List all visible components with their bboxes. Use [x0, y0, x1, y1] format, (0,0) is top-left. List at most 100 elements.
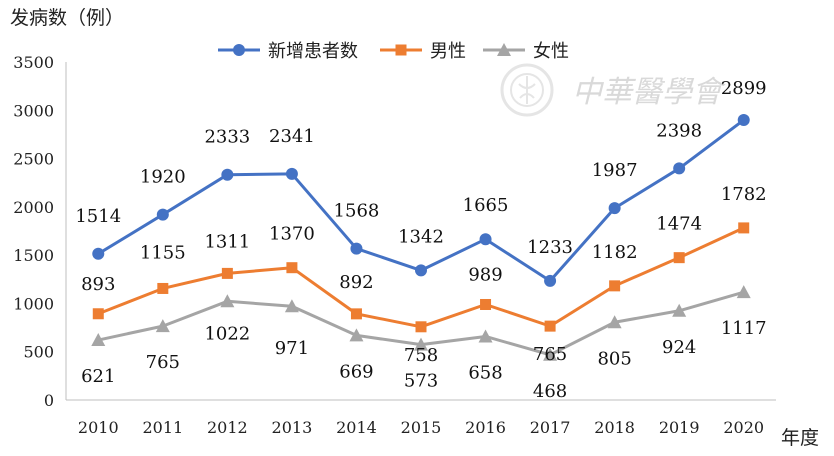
data-point — [92, 247, 105, 260]
data-label: 2899 — [721, 78, 767, 99]
data-label: 1782 — [721, 184, 767, 205]
data-label: 765 — [146, 352, 180, 373]
data-point — [544, 274, 557, 287]
data-label: 1342 — [398, 226, 444, 247]
data-label: 573 — [404, 371, 438, 392]
x-axis-title: 年度 — [781, 427, 819, 449]
data-point — [155, 319, 170, 333]
y-tick-label: 3500 — [13, 53, 54, 72]
data-label: 1370 — [269, 224, 315, 245]
y-tick-label: 500 — [23, 343, 54, 362]
data-point — [284, 299, 299, 313]
series — [91, 114, 751, 361]
data-point — [221, 267, 233, 279]
legend-label: 新增患者数 — [268, 41, 358, 62]
legend-marker — [395, 44, 407, 56]
data-label: 1987 — [592, 160, 638, 181]
data-label: 1022 — [204, 323, 250, 344]
data-label: 805 — [597, 348, 631, 369]
x-tick-label: 2014 — [336, 418, 377, 437]
data-label: 1920 — [140, 167, 186, 188]
data-label: 1665 — [463, 195, 509, 216]
data-label: 892 — [339, 272, 373, 293]
x-tick-label: 2010 — [78, 418, 119, 437]
data-label: 989 — [468, 264, 502, 285]
data-point — [349, 328, 364, 342]
legend-marker — [233, 44, 245, 56]
data-point — [156, 208, 169, 221]
data-label: 621 — [81, 366, 115, 387]
data-point — [415, 321, 427, 333]
y-axis-title: 发病数（例） — [10, 7, 124, 29]
data-point — [350, 242, 363, 255]
y-tick-label: 0 — [44, 391, 54, 410]
x-tick-label: 2019 — [659, 418, 700, 437]
data-point — [607, 315, 622, 329]
legend: 新增患者数 男性 女性 — [218, 41, 569, 62]
series-line-0 — [97, 118, 745, 283]
data-label: 468 — [533, 381, 567, 402]
x-tick-label: 2015 — [401, 418, 442, 437]
data-point — [479, 233, 492, 246]
data-point — [543, 347, 558, 361]
data-point — [415, 264, 427, 277]
data-point — [286, 262, 298, 274]
data-label: 971 — [275, 338, 309, 359]
data-point — [414, 337, 428, 351]
data-labels: 1514 1920 2333 2341 1568 1342 1665 1233 1987 2398… — [75, 78, 766, 402]
legend-marker — [497, 43, 511, 56]
data-point — [609, 280, 621, 292]
data-label: 1311 — [204, 231, 250, 252]
data-label: 1117 — [721, 318, 767, 339]
data-point — [738, 222, 750, 234]
data-label: 1182 — [592, 242, 638, 263]
data-point — [672, 303, 687, 317]
data-label: 1155 — [140, 242, 186, 263]
x-tick-label: 2013 — [272, 418, 313, 437]
axes — [65, 62, 776, 401]
data-label: 2333 — [204, 127, 250, 148]
watermark-text: 中華醫學會 — [572, 75, 726, 110]
x-ticks: 2010 2011 2012 2013 2014 2015 2016 2017 2018 2019… — [78, 418, 764, 437]
x-tick-label: 2016 — [465, 418, 506, 437]
data-label: 1514 — [75, 206, 121, 227]
data-label: 758 — [404, 345, 438, 366]
x-tick-label: 2011 — [142, 418, 183, 437]
y-tick-label: 1500 — [13, 246, 54, 265]
data-label: 1233 — [527, 237, 573, 258]
watermark-emblem-icon — [500, 63, 554, 117]
x-tick-label: 2018 — [594, 418, 635, 437]
legend-label: 男性 — [430, 41, 466, 62]
y-tick-label: 3000 — [13, 101, 54, 120]
data-point — [480, 298, 492, 310]
data-point — [157, 282, 169, 294]
data-point — [285, 167, 298, 180]
data-point — [737, 114, 750, 127]
data-label: 658 — [468, 362, 502, 383]
data-point — [221, 168, 234, 181]
data-point — [92, 308, 104, 320]
data-point — [544, 320, 556, 332]
data-point — [673, 252, 685, 264]
x-tick-label: 2017 — [530, 418, 571, 437]
y-ticks: 0 500 1000 1500 2000 2500 3000 3500 — [13, 53, 54, 410]
data-label: 2398 — [656, 120, 702, 141]
data-label: 1474 — [656, 214, 702, 235]
data-point — [350, 308, 362, 320]
x-tick-label: 2012 — [207, 418, 248, 437]
data-point — [608, 202, 621, 215]
y-tick-label: 1000 — [13, 294, 54, 313]
y-tick-label: 2000 — [13, 198, 54, 217]
data-label: 893 — [81, 274, 115, 295]
data-point — [673, 162, 686, 175]
x-tick-label: 2020 — [723, 418, 764, 437]
legend-label: 女性 — [533, 41, 569, 62]
data-point — [736, 285, 751, 299]
data-point — [478, 329, 493, 343]
data-label: 2341 — [269, 126, 315, 147]
data-label: 1568 — [334, 201, 380, 222]
data-point — [220, 294, 235, 308]
data-label: 924 — [662, 337, 696, 358]
data-label: 669 — [339, 361, 373, 382]
